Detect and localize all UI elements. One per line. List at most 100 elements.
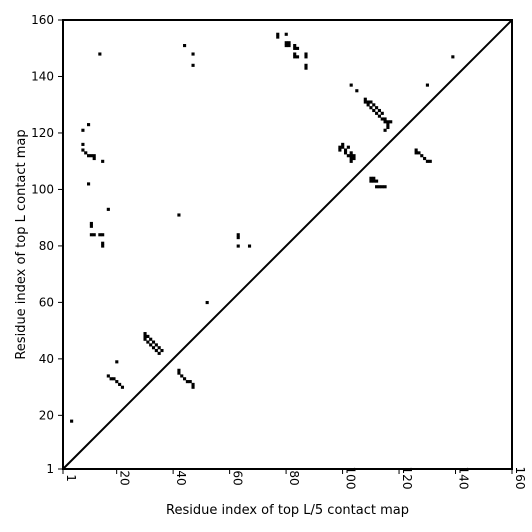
contact-point	[386, 125, 390, 130]
contact-point	[81, 148, 85, 152]
contact-point	[109, 377, 113, 381]
contact-point	[414, 151, 418, 155]
contact-point	[389, 120, 393, 124]
contact-point	[346, 145, 350, 149]
y-tick-label: 140	[31, 69, 54, 83]
contact-point	[276, 35, 280, 39]
contact-point	[293, 52, 297, 56]
contact-point	[346, 154, 350, 158]
x-tick-label: 20	[118, 470, 132, 485]
x-tick-label: 80	[287, 470, 301, 485]
contact-point	[284, 41, 288, 45]
contact-point	[81, 142, 85, 146]
contact-point	[377, 114, 381, 118]
contact-point	[386, 123, 390, 127]
contact-point	[352, 156, 356, 161]
contact-point	[287, 44, 291, 48]
contact-point	[377, 185, 381, 189]
contact-point	[157, 351, 161, 355]
contact-point	[341, 142, 345, 146]
y-tick-label: 20	[39, 408, 54, 422]
contact-point	[92, 156, 96, 161]
contact-point	[343, 151, 348, 155]
contact-point	[101, 159, 105, 163]
contact-point	[369, 176, 373, 180]
contact-point	[92, 233, 96, 237]
contact-point	[149, 343, 153, 347]
contact-point	[101, 244, 105, 248]
contact-point	[375, 106, 379, 110]
contact-point	[81, 128, 85, 132]
contact-point	[177, 371, 181, 375]
contact-point	[284, 32, 288, 36]
contact-point	[383, 128, 387, 132]
contact-point	[89, 233, 93, 237]
contact-point	[287, 41, 291, 45]
contact-point	[349, 83, 353, 87]
contact-point	[355, 89, 359, 93]
contact-point	[89, 221, 93, 226]
y-tick-label: 120	[31, 126, 54, 140]
contact-point	[304, 55, 308, 59]
contact-point	[380, 185, 384, 189]
contact-point	[92, 154, 96, 158]
y-tick-label: 1	[46, 462, 54, 476]
contact-point	[112, 377, 116, 381]
contact-point	[420, 154, 424, 158]
contact-point	[191, 52, 195, 56]
y-tick-label: 160	[31, 13, 54, 27]
contact-point	[236, 233, 240, 237]
contact-point	[369, 106, 373, 110]
contact-point	[106, 207, 110, 211]
contact-point	[247, 244, 252, 248]
x-tick-label: 60	[231, 470, 245, 485]
contact-point	[98, 233, 102, 237]
contact-point	[295, 46, 300, 50]
contact-point	[205, 300, 209, 305]
y-tick-label: 60	[39, 295, 54, 309]
contact-point	[151, 340, 156, 344]
contact-point	[143, 334, 147, 338]
contact-point	[236, 244, 240, 248]
x-axis: 1 20 40 60 80 100 120 140 160	[62, 467, 527, 490]
contact-point	[428, 159, 432, 163]
contact-point	[191, 63, 195, 67]
contact-point	[349, 156, 353, 161]
y-tick-label: 80	[39, 239, 54, 253]
contact-point	[115, 360, 119, 364]
contact-point	[143, 332, 147, 336]
x-tick-label: 160	[513, 467, 527, 490]
contact-point	[89, 224, 93, 228]
contact-point	[383, 185, 387, 189]
y-tick-label: 100	[31, 182, 54, 196]
contact-point	[372, 179, 376, 183]
contact-point	[414, 148, 418, 152]
contact-point	[295, 55, 300, 59]
y-tick-label: 40	[39, 352, 54, 366]
contact-point	[183, 44, 187, 48]
contact-point	[304, 63, 308, 67]
x-tick-label: 100	[344, 467, 358, 490]
contact-point	[369, 100, 373, 104]
contact-point	[304, 52, 308, 56]
contact-point	[191, 382, 195, 386]
contact-point	[89, 154, 93, 158]
contact-point	[338, 148, 342, 152]
contact-point	[87, 154, 91, 158]
contact-point	[118, 382, 122, 386]
contact-point	[366, 100, 370, 104]
contact-point	[236, 236, 240, 240]
contact-point	[293, 44, 297, 48]
y-axis-label: Residue index of top L contact map	[14, 129, 29, 359]
contact-point	[372, 108, 376, 113]
x-axis-label: Residue index of top L/5 contact map	[166, 503, 409, 518]
contact-point	[154, 343, 158, 347]
contact-point	[363, 97, 367, 101]
diagonal-line	[62, 19, 513, 470]
contact-point	[293, 46, 297, 50]
contact-point	[115, 380, 119, 384]
contact-point	[188, 380, 192, 384]
contact-point	[341, 145, 345, 149]
contact-point	[101, 241, 105, 245]
